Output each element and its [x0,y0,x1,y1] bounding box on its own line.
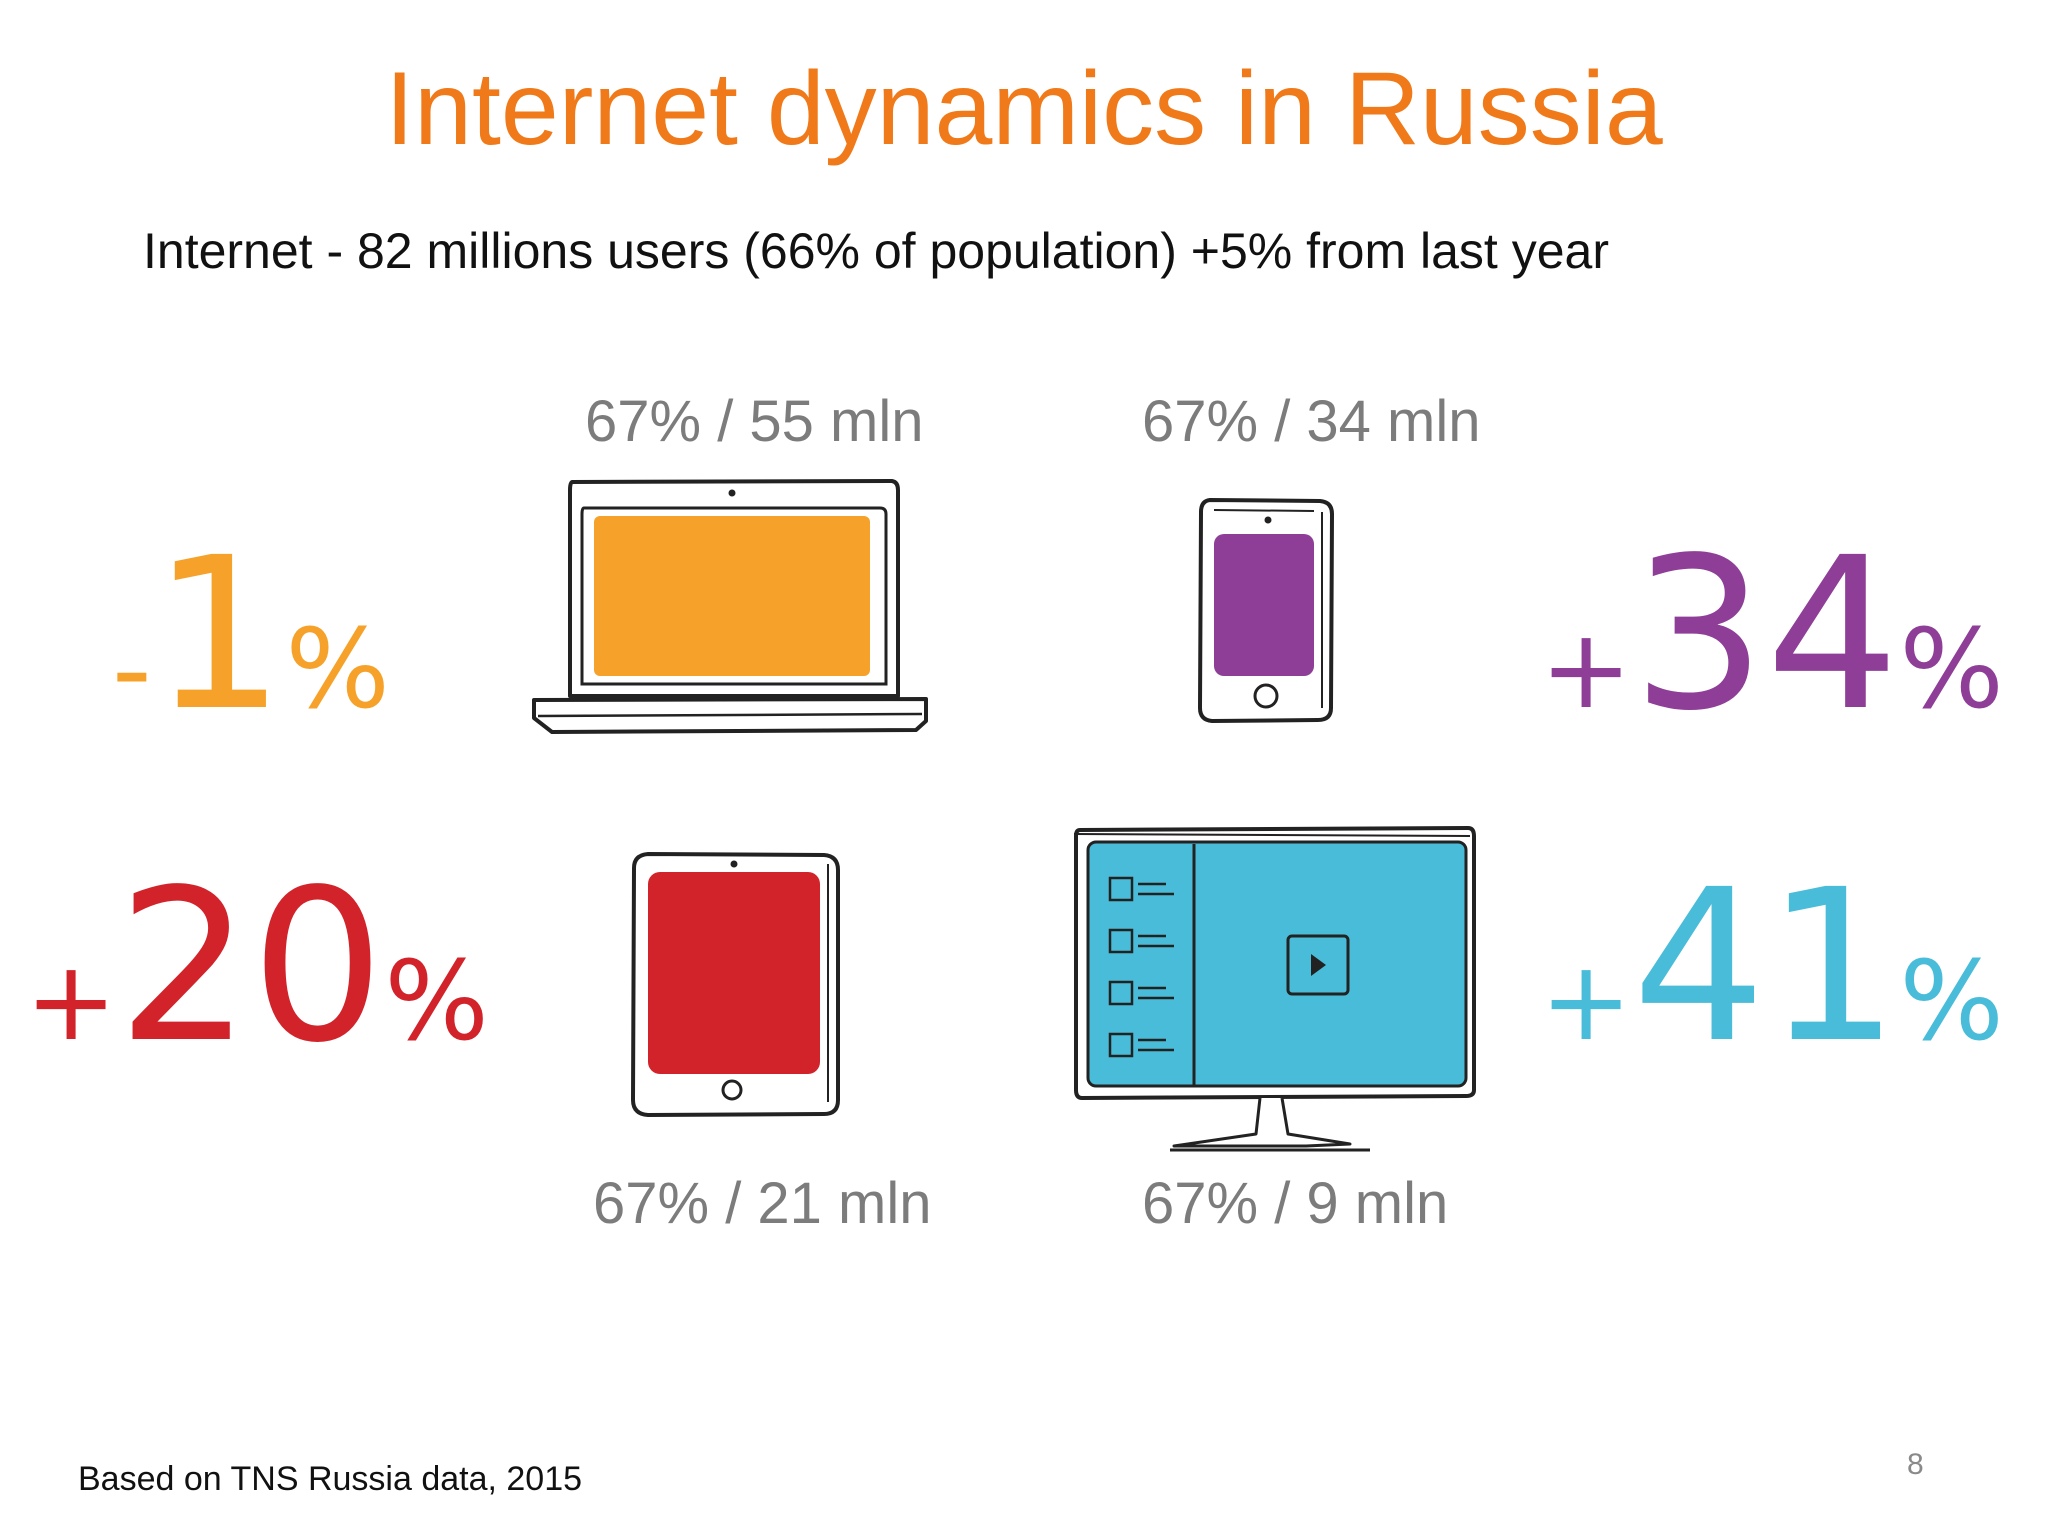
tv-change-value: 41 [1632,844,1900,1089]
tablet-change-sign: + [25,937,118,1065]
smartphone-icon [1197,497,1335,724]
smartphone-change-value: 34 [1632,512,1900,757]
smartphone-change: +34% [1540,530,2004,740]
tv-menu-list [1108,876,1174,1058]
laptop-stat: 67% / 55 mln [585,389,924,454]
laptop-change-value: 1 [151,512,286,757]
source-footnote: Based on TNS Russia data, 2015 [78,1460,583,1498]
play-icon [1286,934,1350,996]
smartphone-stat: 67% / 34 mln [1142,389,1481,454]
tablet-change: +20% [25,862,489,1072]
tv-icon [1073,825,1476,1152]
tablet-stat: 67% / 21 mln [593,1171,932,1236]
tv-change: +41% [1540,862,2004,1072]
smartphone-screen [1214,534,1314,676]
page-number: 8 [1907,1448,1924,1481]
tablet-icon [630,851,840,1118]
slide-title: Internet dynamics in Russia [385,51,1663,167]
laptop-change: -1% [112,530,390,740]
smartphone-change-percent: % [1899,605,2004,733]
smartphone-change-sign: + [1540,605,1633,733]
tv-change-sign: + [1540,937,1633,1065]
tablet-screen [648,872,820,1074]
slide-subtitle: Internet - 82 millions users (66% of pop… [143,223,1609,279]
tablet-change-value: 20 [117,844,385,1089]
laptop-icon [532,479,928,734]
laptop-change-sign: - [112,605,152,733]
tv-screen [1086,840,1468,1088]
tv-change-percent: % [1899,937,2004,1065]
tablet-change-percent: % [384,937,489,1065]
tv-stat: 67% / 9 mln [1142,1171,1449,1236]
laptop-change-percent: % [285,605,390,733]
laptop-screen [594,516,870,676]
